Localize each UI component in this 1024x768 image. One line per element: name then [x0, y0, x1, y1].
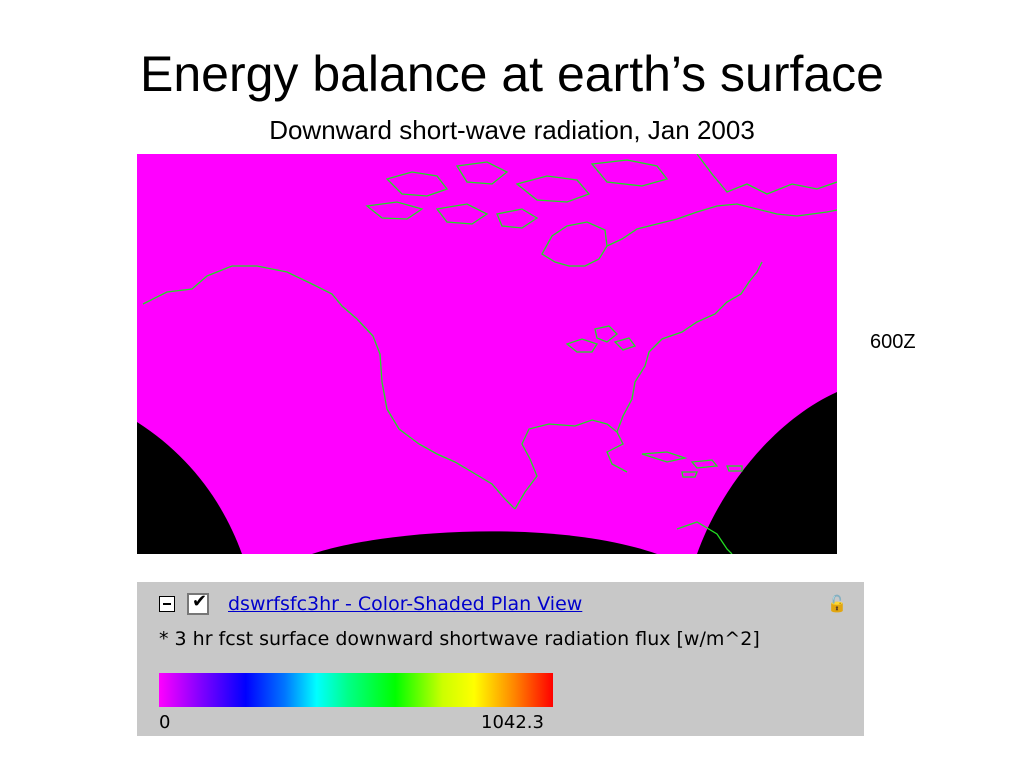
scale-min-label: 0	[159, 712, 171, 733]
visibility-checkbox[interactable]: ✔	[187, 591, 209, 615]
map-canvas	[137, 154, 837, 554]
scale-max-label: 1042.3	[481, 712, 544, 733]
layer-description: * 3 hr fcst surface downward shortwave r…	[159, 628, 760, 650]
time-label: 600Z	[870, 331, 916, 353]
offmap-left	[137, 422, 242, 554]
slide-subtitle: Downward short-wave radiation, Jan 2003	[269, 115, 755, 145]
legend-panel: ✔ dswrfsfc3hr - Color-Shaded Plan View 🔓…	[137, 582, 864, 736]
lock-icon[interactable]: 🔓	[827, 594, 847, 613]
shaded-field	[137, 154, 837, 554]
coastlines	[142, 154, 837, 554]
offmap-right	[697, 392, 837, 554]
slide-title: Energy balance at earth’s surface	[140, 46, 884, 102]
color-scale-bar	[159, 673, 553, 707]
collapse-button[interactable]	[159, 596, 175, 612]
layer-link[interactable]: dswrfsfc3hr - Color-Shaded Plan View	[228, 593, 583, 615]
check-icon: ✔	[192, 591, 208, 612]
radiation-map	[137, 154, 837, 554]
offmap-bottom	[312, 531, 657, 554]
